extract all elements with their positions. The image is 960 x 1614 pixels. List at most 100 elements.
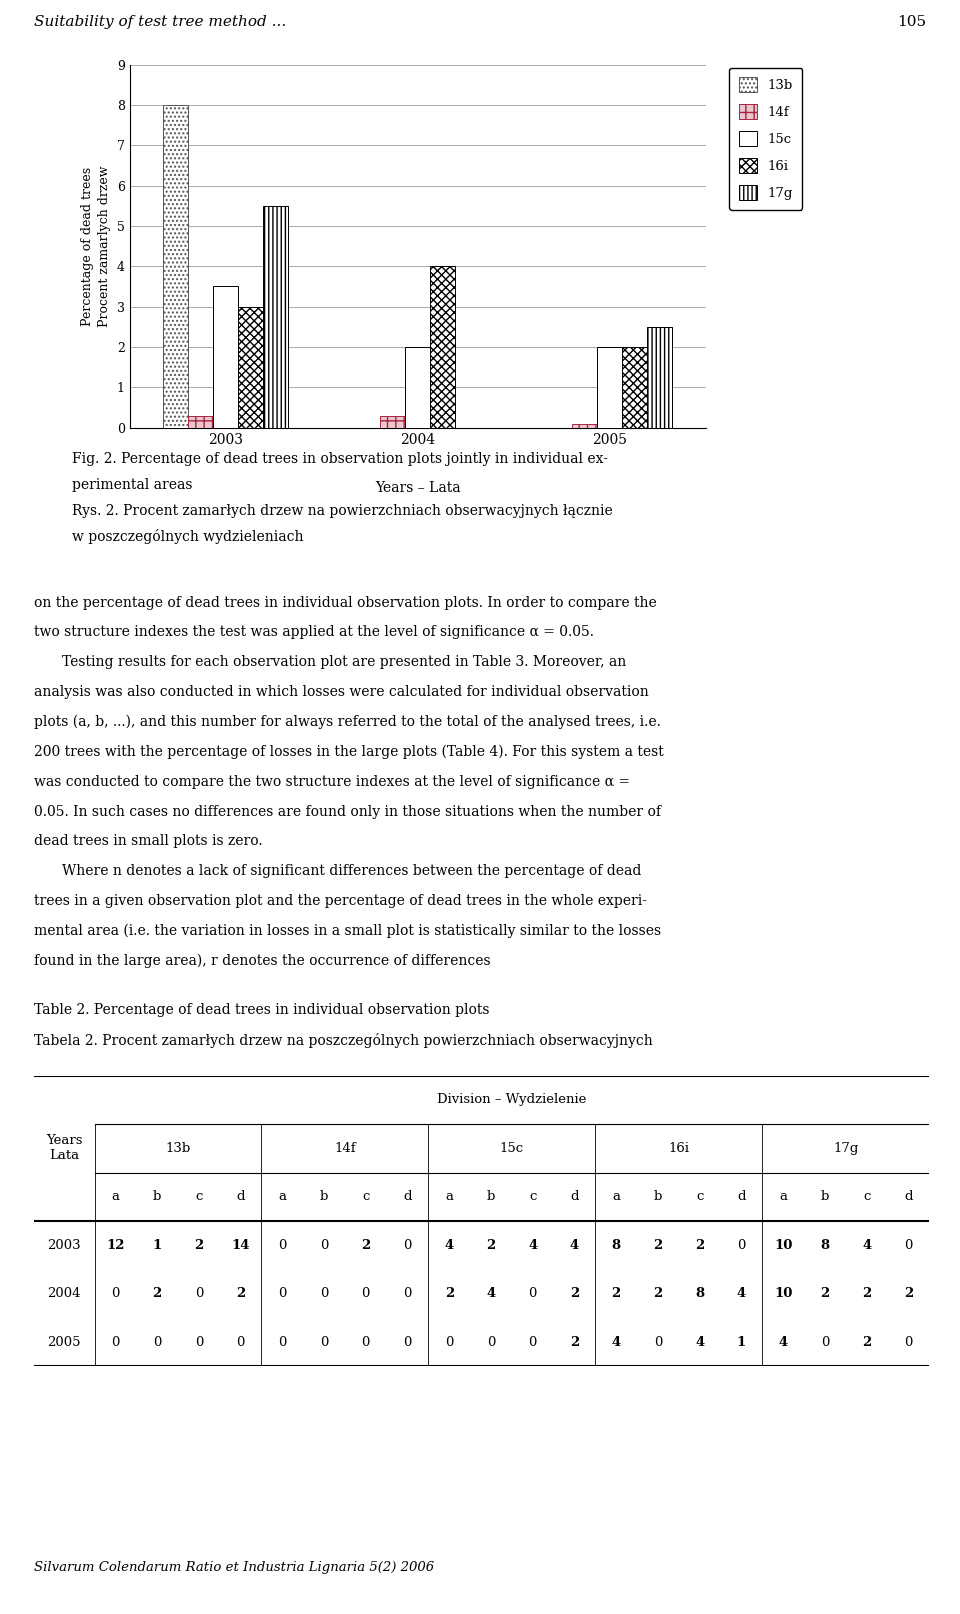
Text: 0: 0 <box>153 1335 161 1349</box>
Text: 4: 4 <box>528 1238 538 1252</box>
Text: 0: 0 <box>236 1335 245 1349</box>
Bar <box>163 105 188 428</box>
Text: c: c <box>362 1190 370 1204</box>
Text: 4: 4 <box>779 1335 788 1349</box>
Text: b: b <box>821 1190 829 1204</box>
Text: b: b <box>320 1190 328 1204</box>
Text: 0: 0 <box>445 1335 453 1349</box>
Text: 1: 1 <box>153 1238 161 1252</box>
Text: b: b <box>153 1190 161 1204</box>
Text: 0: 0 <box>403 1335 412 1349</box>
Text: 2: 2 <box>695 1238 705 1252</box>
Text: Fig. 2. Percentage of dead trees in observation plots jointly in individual ex-: Fig. 2. Percentage of dead trees in obse… <box>72 452 608 466</box>
Text: w poszczególnych wydzieleniach: w poszczególnych wydzieleniach <box>72 529 303 544</box>
Text: 0: 0 <box>362 1335 370 1349</box>
Text: Testing results for each observation plot are presented in Table 3. Moreover, an: Testing results for each observation plo… <box>62 655 627 670</box>
Text: mental area (i.e. the variation in losses in a small plot is statistically simil: mental area (i.e. the variation in losse… <box>34 923 660 938</box>
Text: Division – Wydzielenie: Division – Wydzielenie <box>437 1093 587 1107</box>
Text: 12: 12 <box>107 1238 125 1252</box>
Text: 10: 10 <box>774 1286 792 1301</box>
Text: 14: 14 <box>231 1238 250 1252</box>
Text: two structure indexes the test was applied at the level of significance α = 0.05: two structure indexes the test was appli… <box>34 626 593 639</box>
Text: 0: 0 <box>737 1238 746 1252</box>
Text: 2003: 2003 <box>47 1238 81 1252</box>
Text: Table 2. Percentage of dead trees in individual observation plots: Table 2. Percentage of dead trees in ind… <box>34 1002 489 1017</box>
Text: 105: 105 <box>898 15 926 29</box>
Text: perimental areas: perimental areas <box>72 478 193 492</box>
Text: b: b <box>654 1190 662 1204</box>
Text: c: c <box>529 1190 537 1204</box>
Text: 0: 0 <box>320 1238 328 1252</box>
Text: 0: 0 <box>403 1286 412 1301</box>
Text: d: d <box>737 1190 746 1204</box>
Bar <box>572 423 597 428</box>
Text: 4: 4 <box>570 1238 579 1252</box>
Text: Tabela 2. Procent zamarłych drzew na poszczególnych powierzchniach obserwacyjnyc: Tabela 2. Procent zamarłych drzew na pos… <box>34 1033 653 1047</box>
Text: Rys. 2. Procent zamarłych drzew na powierzchniach obserwacyjnych łącznie: Rys. 2. Procent zamarłych drzew na powie… <box>72 504 612 518</box>
Text: 17g: 17g <box>833 1141 858 1156</box>
Bar <box>430 266 455 428</box>
Text: 2: 2 <box>862 1286 872 1301</box>
Text: 2005: 2005 <box>47 1335 81 1349</box>
Text: 0: 0 <box>320 1335 328 1349</box>
Text: d: d <box>403 1190 412 1204</box>
Text: 0: 0 <box>278 1335 286 1349</box>
Text: 8: 8 <box>612 1238 621 1252</box>
Text: dead trees in small plots is zero.: dead trees in small plots is zero. <box>34 834 262 849</box>
Text: 200 trees with the percentage of losses in the large plots (Table 4). For this s: 200 trees with the percentage of losses … <box>34 744 663 759</box>
Text: b: b <box>487 1190 495 1204</box>
Text: on the percentage of dead trees in individual observation plots. In order to com: on the percentage of dead trees in indiv… <box>34 596 657 610</box>
Text: 13b: 13b <box>165 1141 191 1156</box>
Text: 2: 2 <box>570 1335 579 1349</box>
Text: 0: 0 <box>111 1286 120 1301</box>
Text: 4: 4 <box>612 1335 621 1349</box>
Bar <box>263 207 288 428</box>
Text: analysis was also conducted in which losses were calculated for individual obser: analysis was also conducted in which los… <box>34 684 648 699</box>
Text: a: a <box>111 1190 119 1204</box>
Text: plots (a, b, ...), and this number for always referred to the total of the analy: plots (a, b, ...), and this number for a… <box>34 715 660 730</box>
Text: 2: 2 <box>361 1238 371 1252</box>
Text: Suitability of test tree method ...: Suitability of test tree method ... <box>34 15 286 29</box>
Bar <box>213 287 238 428</box>
Y-axis label: Percentage of dead trees
Procent zamarlych drzew: Percentage of dead trees Procent zamarly… <box>82 165 111 328</box>
Bar <box>238 307 263 428</box>
Text: 2: 2 <box>194 1238 204 1252</box>
Text: 2: 2 <box>820 1286 829 1301</box>
Text: 0: 0 <box>654 1335 662 1349</box>
Text: 4: 4 <box>695 1335 705 1349</box>
Text: was conducted to compare the two structure indexes at the level of significance : was conducted to compare the two structu… <box>34 775 630 789</box>
Text: 8: 8 <box>695 1286 705 1301</box>
Text: 2: 2 <box>654 1238 662 1252</box>
Text: 0: 0 <box>111 1335 120 1349</box>
Text: a: a <box>445 1190 453 1204</box>
Text: 0: 0 <box>529 1335 537 1349</box>
Text: 0: 0 <box>320 1286 328 1301</box>
Text: 10: 10 <box>774 1238 792 1252</box>
Text: 0: 0 <box>195 1335 204 1349</box>
Text: 0: 0 <box>904 1335 913 1349</box>
Bar <box>380 415 405 428</box>
Text: d: d <box>570 1190 579 1204</box>
Text: 0: 0 <box>821 1335 829 1349</box>
Text: 2: 2 <box>487 1238 495 1252</box>
Legend: 13b, 14f, 15c, 16i, 17g: 13b, 14f, 15c, 16i, 17g <box>730 68 803 210</box>
Text: 15c: 15c <box>500 1141 524 1156</box>
Bar <box>405 347 430 428</box>
Text: 14f: 14f <box>334 1141 356 1156</box>
Text: c: c <box>195 1190 203 1204</box>
Text: trees in a given observation plot and the percentage of dead trees in the whole : trees in a given observation plot and th… <box>34 894 647 909</box>
Text: d: d <box>236 1190 245 1204</box>
Text: 2: 2 <box>444 1286 454 1301</box>
Text: c: c <box>863 1190 871 1204</box>
Text: a: a <box>278 1190 286 1204</box>
Text: Years – Lata: Years – Lata <box>374 481 461 495</box>
Text: 1: 1 <box>737 1335 746 1349</box>
Text: 0: 0 <box>904 1238 913 1252</box>
Text: 2: 2 <box>903 1286 913 1301</box>
Text: 0: 0 <box>278 1238 286 1252</box>
Text: a: a <box>780 1190 787 1204</box>
Text: Silvarum Colendarum Ratio et Industria Lignaria 5(2) 2006: Silvarum Colendarum Ratio et Industria L… <box>34 1561 434 1574</box>
Text: 4: 4 <box>862 1238 872 1252</box>
Text: Where n denotes a lack of significant differences between the percentage of dead: Where n denotes a lack of significant di… <box>62 863 642 878</box>
Bar <box>188 415 213 428</box>
